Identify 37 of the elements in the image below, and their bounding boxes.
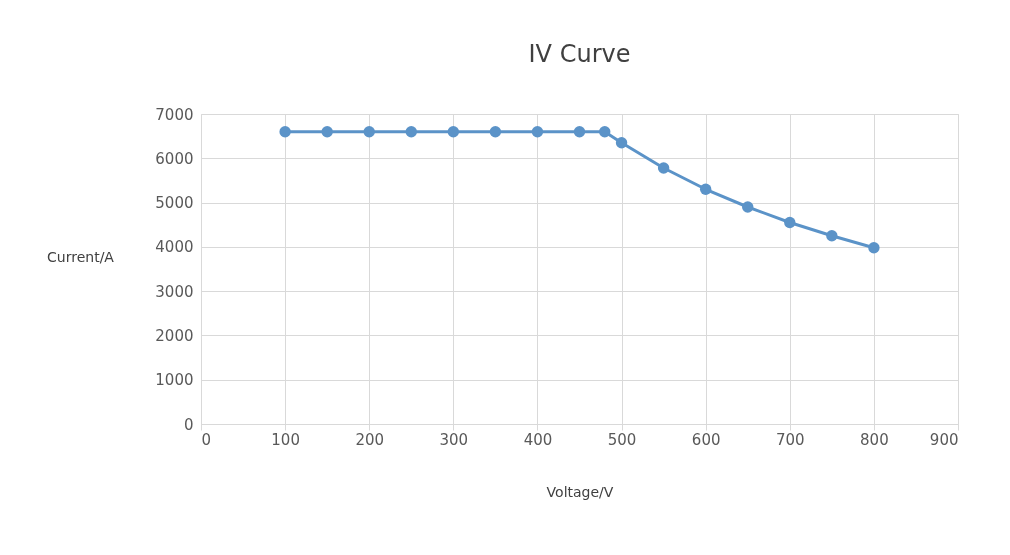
point — [489, 126, 502, 138]
point — [826, 230, 838, 242]
y-tick-label: 2000 — [155, 326, 194, 345]
y-tick-label: 3000 — [155, 282, 194, 301]
x-tick-label: 500 — [607, 430, 637, 449]
y-tick-label: 0 — [183, 415, 194, 434]
point — [279, 126, 291, 138]
x-tick-label: 100 — [271, 430, 300, 449]
point — [531, 126, 544, 138]
point — [321, 126, 333, 138]
y-tick-label: 4000 — [155, 238, 194, 257]
x-tick-label: 0 — [201, 430, 212, 449]
x-tick-label: 600 — [691, 430, 721, 449]
y-tick-label: 7000 — [155, 105, 194, 124]
x-tick-label: 200 — [355, 430, 385, 449]
point — [573, 126, 586, 138]
x-tick-label: 800 — [860, 430, 889, 449]
y-tick-label: 6000 — [155, 149, 194, 168]
x-tick-label: 300 — [439, 430, 469, 449]
point — [447, 126, 460, 138]
chart-title: IV Curve — [528, 40, 631, 68]
point — [868, 242, 880, 254]
point — [363, 126, 375, 138]
x-tick-label: 400 — [523, 430, 553, 449]
point — [657, 162, 670, 174]
point — [405, 126, 417, 138]
y-tick-label: 5000 — [155, 194, 194, 213]
x-axis-title: Voltage/V — [546, 483, 614, 500]
y-tick-label: 1000 — [155, 371, 194, 390]
y-axis-title: Current/A — [47, 248, 115, 265]
point — [784, 216, 796, 229]
point — [599, 126, 611, 138]
x-tick-label: 900 — [929, 430, 959, 449]
point — [615, 137, 628, 149]
x-tick-label: 700 — [775, 430, 805, 449]
point — [699, 183, 712, 195]
point — [742, 201, 754, 213]
